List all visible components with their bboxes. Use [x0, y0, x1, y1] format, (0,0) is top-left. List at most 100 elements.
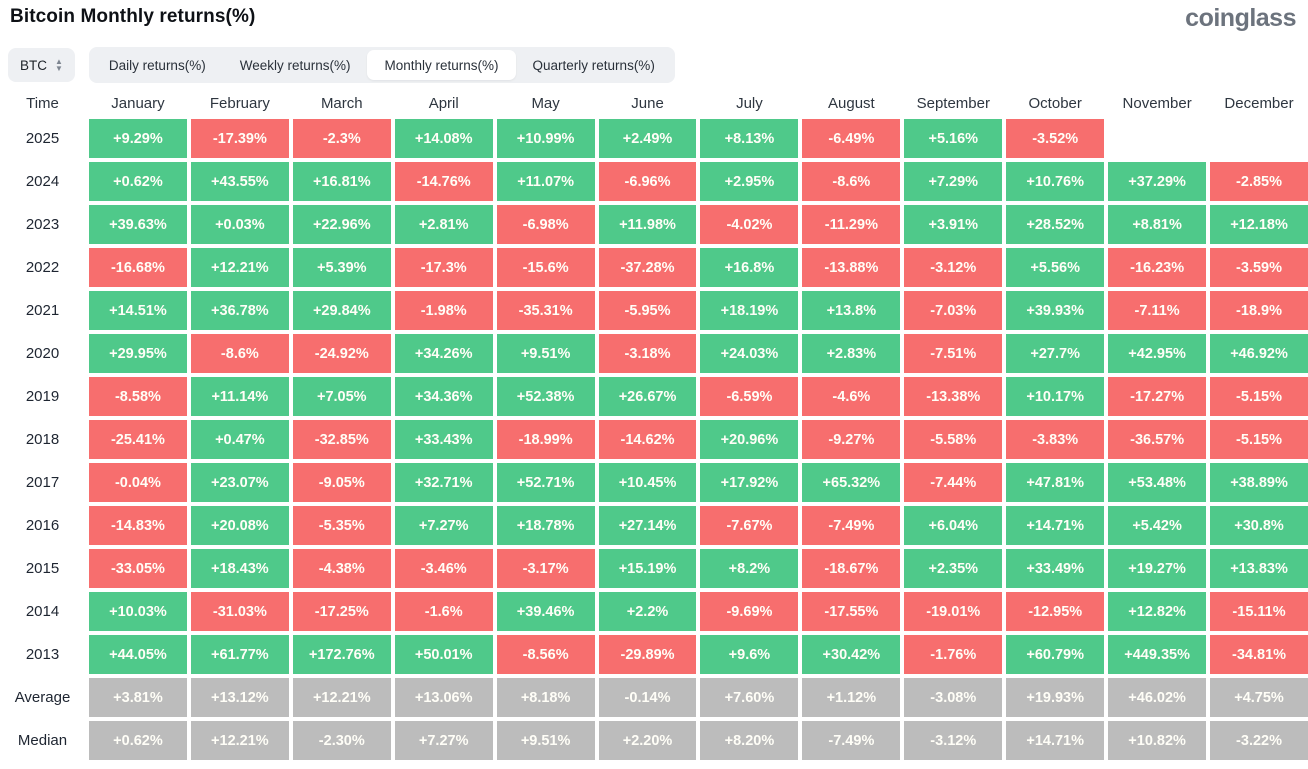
- return-cell: +14.51%: [89, 291, 187, 330]
- return-cell: +2.81%: [394, 205, 493, 244]
- row-label: 2020: [25, 345, 60, 362]
- return-cell: +1.12%: [802, 678, 901, 717]
- return-cell: +46.02%: [1108, 678, 1207, 717]
- table-body: 2025 +9.29% -17.39% -2.3% +14.08% +10.99% +2.4…: [0, 119, 1308, 760]
- return-cell: +3.91%: [904, 205, 1003, 244]
- return-cell: +65.32%: [802, 463, 901, 502]
- return-cell: -9.69%: [700, 592, 799, 631]
- tab-quarterly-returns[interactable]: Quarterly returns(%): [516, 50, 672, 80]
- row-label: Average: [14, 689, 71, 706]
- row-label: 2024: [25, 173, 60, 190]
- return-cell: +11.98%: [598, 205, 697, 244]
- return-cell: +13.83%: [1210, 549, 1308, 588]
- return-cell: +36.78%: [190, 291, 289, 330]
- table-row: 2013 +44.05% +61.77% +172.76% +50.01% -8.56% -…: [0, 635, 1308, 674]
- return-cell: +39.46%: [496, 592, 595, 631]
- return-cell: +12.21%: [190, 248, 289, 287]
- return-cell: +47.81%: [1006, 463, 1105, 502]
- column-header-october: October: [1028, 95, 1082, 112]
- column-header-march: March: [320, 95, 363, 112]
- return-cell: +16.8%: [700, 248, 799, 287]
- return-cell: -3.83%: [1006, 420, 1105, 459]
- tab-daily-returns[interactable]: Daily returns(%): [92, 50, 223, 80]
- return-cell: +8.20%: [700, 721, 799, 760]
- column-header-september: September: [916, 95, 990, 112]
- table-row: 2017 -0.04% +23.07% -9.05% +32.71% +52.71% +10…: [0, 463, 1308, 502]
- return-cell: -14.83%: [89, 506, 187, 545]
- table-row: 2016 -14.83% +20.08% -5.35% +7.27% +18.78% +27…: [0, 506, 1308, 545]
- return-cell: +11.07%: [496, 162, 595, 201]
- returns-tab-group: Daily returns(%) Weekly returns(%) Month…: [88, 47, 675, 83]
- row-label: 2018: [25, 431, 60, 448]
- returns-table: Time January February March April May June July…: [0, 88, 1308, 760]
- symbol-select[interactable]: BTC ▲ ▼: [8, 48, 75, 82]
- return-cell: +26.67%: [598, 377, 697, 416]
- return-cell: +34.26%: [394, 334, 493, 373]
- return-cell: -7.67%: [700, 506, 799, 545]
- return-cell: +7.29%: [904, 162, 1003, 201]
- return-cell: -0.14%: [598, 678, 697, 717]
- return-cell: +27.14%: [598, 506, 697, 545]
- return-cell: +14.08%: [394, 119, 493, 158]
- return-cell: -1.76%: [904, 635, 1003, 674]
- return-cell: +38.89%: [1210, 463, 1308, 502]
- tab-monthly-returns[interactable]: Monthly returns(%): [367, 50, 516, 80]
- return-cell: +8.2%: [700, 549, 799, 588]
- table-row: 2021 +14.51% +36.78% +29.84% -1.98% -35.31% -5…: [0, 291, 1308, 330]
- return-cell: +19.93%: [1006, 678, 1105, 717]
- return-cell: +34.36%: [394, 377, 493, 416]
- return-cell: -5.95%: [598, 291, 697, 330]
- return-cell: -17.25%: [292, 592, 391, 631]
- return-cell: +10.03%: [89, 592, 187, 631]
- return-cell: -6.96%: [598, 162, 697, 201]
- return-cell: +8.81%: [1108, 205, 1207, 244]
- return-cell: +13.8%: [802, 291, 901, 330]
- return-cell: +2.35%: [904, 549, 1003, 588]
- tab-weekly-returns[interactable]: Weekly returns(%): [223, 50, 368, 80]
- return-cell: +52.38%: [496, 377, 595, 416]
- return-cell: -15.6%: [496, 248, 595, 287]
- return-cell: +20.96%: [700, 420, 799, 459]
- table-row: Average +3.81% +13.12% +12.21% +13.06% +8.18%…: [0, 678, 1308, 717]
- row-label: 2025: [25, 130, 60, 147]
- coinglass-logo: coinglass: [1185, 4, 1296, 32]
- return-cell: +14.71%: [1006, 721, 1105, 760]
- return-cell: +32.71%: [394, 463, 493, 502]
- column-header-april: April: [428, 95, 459, 112]
- return-cell: -29.89%: [598, 635, 697, 674]
- return-cell: -18.67%: [802, 549, 901, 588]
- return-cell: +9.29%: [89, 119, 187, 158]
- return-cell: +46.92%: [1210, 334, 1308, 373]
- return-cell: +20.08%: [190, 506, 289, 545]
- topbar: Bitcoin Monthly returns(%) coinglass: [0, 0, 1308, 40]
- return-cell: -36.57%: [1108, 420, 1207, 459]
- row-label: 2013: [25, 646, 60, 663]
- return-cell: -8.6%: [802, 162, 901, 201]
- row-label: 2019: [25, 388, 60, 405]
- return-cell: +17.92%: [700, 463, 799, 502]
- return-cell: +11.14%: [190, 377, 289, 416]
- return-cell: +7.27%: [394, 721, 493, 760]
- return-cell: +2.83%: [802, 334, 901, 373]
- column-header-february: February: [209, 95, 270, 112]
- return-cell: +53.48%: [1108, 463, 1207, 502]
- return-cell: +24.03%: [700, 334, 799, 373]
- table-row: 2020 +29.95% -8.6% -24.92% +34.26% +9.51% -3.1…: [0, 334, 1308, 373]
- return-cell: +7.05%: [292, 377, 391, 416]
- return-cell: -11.29%: [802, 205, 901, 244]
- return-cell: -7.03%: [904, 291, 1003, 330]
- return-cell: -4.02%: [700, 205, 799, 244]
- return-cell: -18.9%: [1210, 291, 1308, 330]
- return-cell: -17.27%: [1108, 377, 1207, 416]
- return-cell: -6.59%: [700, 377, 799, 416]
- return-cell: +16.81%: [292, 162, 391, 201]
- return-cell: -2.3%: [292, 119, 391, 158]
- return-cell: -3.17%: [496, 549, 595, 588]
- return-cell: +5.39%: [292, 248, 391, 287]
- table-row: 2019 -8.58% +11.14% +7.05% +34.36% +52.38% +26…: [0, 377, 1308, 416]
- return-cell: -9.27%: [802, 420, 901, 459]
- table-row: Median +0.62% +12.21% -2.30% +7.27% +9.51% +2.…: [0, 721, 1308, 760]
- table-row: 2018 -25.41% +0.47% -32.85% +33.43% -18.99% -1…: [0, 420, 1308, 459]
- return-cell: +5.56%: [1006, 248, 1105, 287]
- return-cell: +29.84%: [292, 291, 391, 330]
